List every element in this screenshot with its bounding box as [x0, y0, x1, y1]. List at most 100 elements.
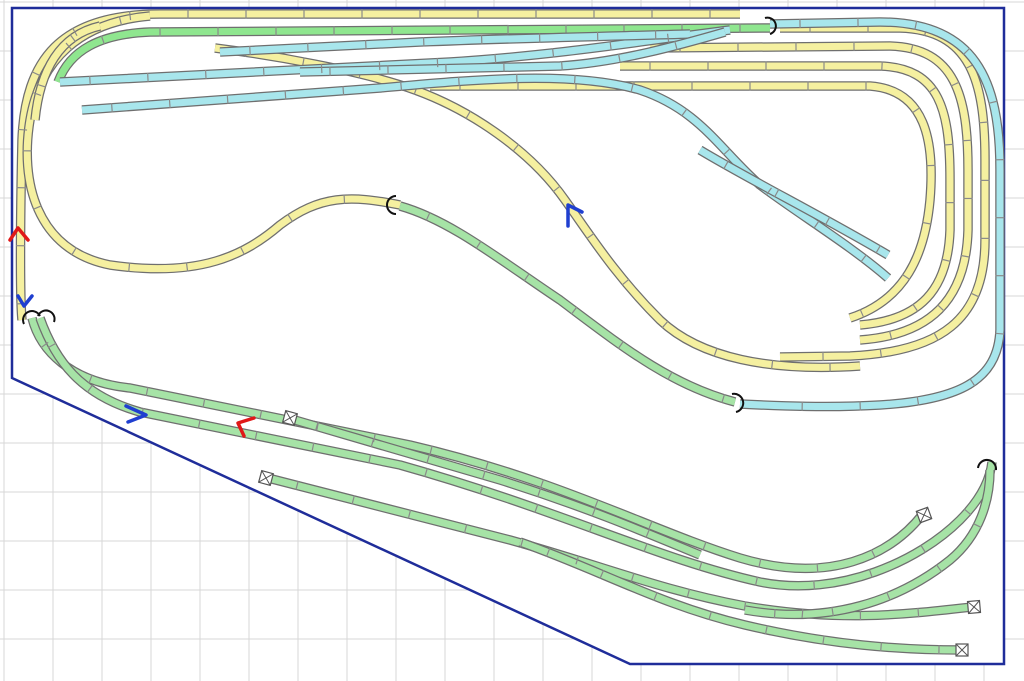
track-joint	[314, 421, 319, 431]
track-joint	[801, 608, 804, 618]
track-joint	[916, 396, 920, 406]
track-joint	[570, 306, 578, 315]
yellow-right-loop-inner	[620, 62, 954, 329]
bumper-siding-b	[257, 469, 275, 487]
track-joint	[226, 94, 229, 104]
bumper-right-1	[915, 506, 933, 524]
track-joint	[69, 34, 76, 43]
track-joint	[969, 378, 976, 387]
track-joint	[941, 258, 951, 262]
track-joint	[617, 53, 621, 63]
track-joint	[128, 262, 131, 272]
track-joint	[372, 433, 376, 443]
connector-marker-top	[764, 16, 777, 35]
track-joint	[944, 143, 954, 146]
cyan-return-loop	[739, 18, 1004, 411]
track-joint	[586, 232, 595, 240]
track-joint	[935, 564, 943, 573]
red-arrow-lower	[236, 416, 256, 438]
track-joint	[771, 360, 774, 370]
track-joint	[86, 384, 93, 393]
track-joint	[284, 90, 287, 100]
track-joint	[71, 247, 77, 256]
track-joint	[630, 572, 635, 582]
track-joint	[950, 81, 960, 87]
track-joint	[774, 188, 780, 198]
connector-markers	[22, 16, 998, 471]
baseboard-outline	[10, 6, 1006, 666]
track-joint	[681, 108, 688, 117]
track-joint	[118, 16, 123, 26]
track-joint	[888, 330, 893, 340]
track-joint	[666, 33, 670, 43]
track-joint	[573, 75, 576, 85]
track-joint	[754, 576, 759, 586]
track-joint	[32, 91, 42, 96]
bumper-right-3	[955, 643, 969, 657]
track-joint	[643, 543, 648, 553]
track-joint	[870, 549, 876, 558]
track-joint	[239, 246, 245, 255]
track-joint	[686, 588, 691, 598]
track-joint	[197, 419, 201, 429]
track-joint	[512, 143, 520, 152]
track-joint	[648, 520, 653, 530]
track-joint	[429, 445, 433, 455]
track-joint	[351, 495, 355, 505]
track-joint	[540, 479, 545, 489]
cyan-track-group	[59, 17, 1005, 412]
green-right-curve	[744, 469, 994, 618]
track-joint	[653, 592, 658, 601]
track-joint	[922, 221, 932, 225]
track-joint	[523, 273, 530, 282]
cyan-yard-lead-3	[698, 146, 890, 259]
track-joint	[47, 342, 57, 349]
green-siding-c	[518, 538, 963, 654]
track-joint	[973, 523, 982, 529]
track-joint	[661, 320, 669, 329]
yellow-inner-line	[430, 82, 935, 322]
bumper-siding-a	[281, 409, 299, 427]
track-joint	[813, 580, 816, 590]
track-joint	[920, 544, 927, 553]
track-joint	[128, 11, 132, 21]
track-joint	[674, 41, 678, 51]
track-joint	[259, 410, 263, 420]
track-joint	[645, 529, 650, 538]
green-lower-main-2	[36, 316, 996, 590]
track-joint	[962, 139, 972, 142]
track-joint	[937, 304, 945, 312]
track-joint	[407, 509, 412, 519]
track-joint	[917, 608, 920, 618]
track-joint	[914, 20, 918, 30]
green-top-mainline	[54, 24, 771, 84]
track-joint	[963, 508, 972, 516]
track-joint	[879, 348, 883, 358]
track-joint	[698, 561, 703, 571]
track-joint	[32, 205, 42, 210]
track-joint	[588, 523, 594, 533]
track-joint	[551, 48, 555, 58]
yellow-track-group	[15, 9, 990, 373]
track-joint	[295, 480, 299, 490]
track-joint	[708, 611, 713, 621]
track-joint	[621, 278, 630, 286]
green-track-group	[27, 23, 997, 655]
track-joint	[463, 524, 468, 534]
track-joint	[721, 394, 726, 404]
track-joint	[912, 107, 921, 114]
track-joint	[88, 374, 93, 384]
track-joint	[65, 42, 73, 51]
track-joint	[31, 71, 41, 77]
yellow-right-loop-middle	[649, 42, 972, 344]
track-joint	[824, 216, 831, 226]
track-joint	[400, 81, 403, 91]
track-joint	[773, 609, 776, 619]
track-joint	[831, 607, 834, 617]
track-joint	[575, 555, 580, 565]
track-joint	[481, 470, 486, 480]
track-joint	[145, 386, 149, 397]
track-joint	[962, 47, 971, 55]
track-joint	[552, 185, 561, 193]
